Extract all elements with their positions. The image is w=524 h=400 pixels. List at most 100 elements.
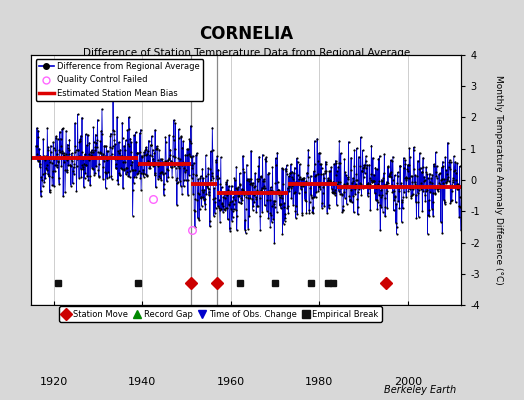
Point — [110, 131, 118, 137]
Point — [97, 128, 105, 134]
Point — [314, 158, 322, 164]
Point — [182, 167, 190, 174]
Point — [190, 208, 199, 214]
Point — [316, 186, 325, 192]
Point — [365, 185, 373, 191]
Point — [345, 184, 353, 190]
Point — [88, 164, 96, 171]
Point — [381, 190, 390, 196]
Point — [182, 160, 191, 166]
Point — [84, 132, 92, 138]
Point — [256, 213, 264, 220]
Point — [444, 174, 452, 180]
Point — [109, 84, 117, 90]
Point — [190, 160, 198, 166]
Point — [42, 164, 50, 171]
Point — [226, 227, 234, 234]
Point — [156, 170, 165, 176]
Point — [351, 185, 359, 192]
Point — [255, 176, 263, 182]
Point — [198, 202, 206, 209]
Point — [356, 163, 365, 169]
Point — [294, 180, 302, 186]
Point — [66, 162, 74, 168]
Point — [248, 206, 257, 213]
Point — [343, 201, 351, 207]
Point — [116, 147, 125, 153]
Point — [64, 147, 73, 154]
Point — [68, 158, 77, 164]
Point — [297, 183, 305, 189]
Point — [148, 147, 157, 153]
Point — [356, 134, 365, 140]
Point — [100, 143, 108, 150]
Point — [382, 181, 390, 187]
Point — [278, 230, 287, 237]
Point — [212, 204, 220, 211]
Point — [171, 120, 180, 127]
Point — [308, 195, 316, 201]
Point — [360, 164, 368, 170]
Point — [383, 204, 391, 211]
Point — [341, 194, 349, 201]
Point — [234, 199, 243, 206]
Point — [79, 164, 88, 170]
Point — [368, 179, 376, 185]
Point — [284, 210, 292, 217]
Point — [167, 158, 175, 164]
Point — [144, 147, 152, 154]
Point — [36, 152, 45, 159]
Point — [128, 158, 136, 165]
Point — [376, 187, 385, 193]
Point — [208, 172, 216, 179]
Point — [421, 192, 429, 198]
Point — [72, 188, 81, 194]
Point — [196, 173, 205, 179]
Point — [224, 187, 232, 194]
Point — [92, 132, 100, 138]
Point — [143, 150, 151, 157]
Point — [308, 209, 316, 215]
Point — [105, 154, 113, 160]
Point — [360, 162, 368, 168]
Point — [334, 178, 342, 185]
Point — [392, 224, 401, 230]
Point — [249, 202, 257, 209]
Point — [53, 162, 61, 168]
Point — [243, 177, 251, 184]
Point — [209, 174, 217, 181]
Point — [305, 210, 313, 216]
Point — [401, 161, 410, 167]
Point — [221, 207, 230, 214]
Point — [48, 182, 56, 188]
Point — [213, 153, 221, 160]
Point — [421, 188, 430, 194]
Point — [88, 153, 96, 159]
Point — [302, 210, 311, 216]
Point — [52, 164, 61, 170]
Point — [340, 181, 348, 188]
Point — [204, 165, 212, 171]
Point — [168, 174, 176, 180]
Point — [440, 176, 449, 183]
Point — [389, 207, 398, 214]
Point — [139, 174, 148, 180]
Point — [357, 192, 366, 198]
Point — [363, 182, 371, 188]
Point — [285, 183, 293, 189]
Point — [41, 175, 50, 182]
Point — [100, 142, 108, 149]
Point — [52, 133, 60, 139]
Point — [363, 162, 372, 168]
Point — [402, 194, 410, 200]
Point — [286, 170, 294, 176]
Point — [328, 186, 336, 192]
Point — [411, 199, 420, 205]
Point — [447, 182, 456, 188]
Point — [398, 197, 406, 203]
Point — [77, 174, 85, 180]
Point — [174, 126, 183, 132]
Point — [156, 175, 164, 181]
Point — [173, 180, 181, 186]
Point — [174, 162, 182, 169]
